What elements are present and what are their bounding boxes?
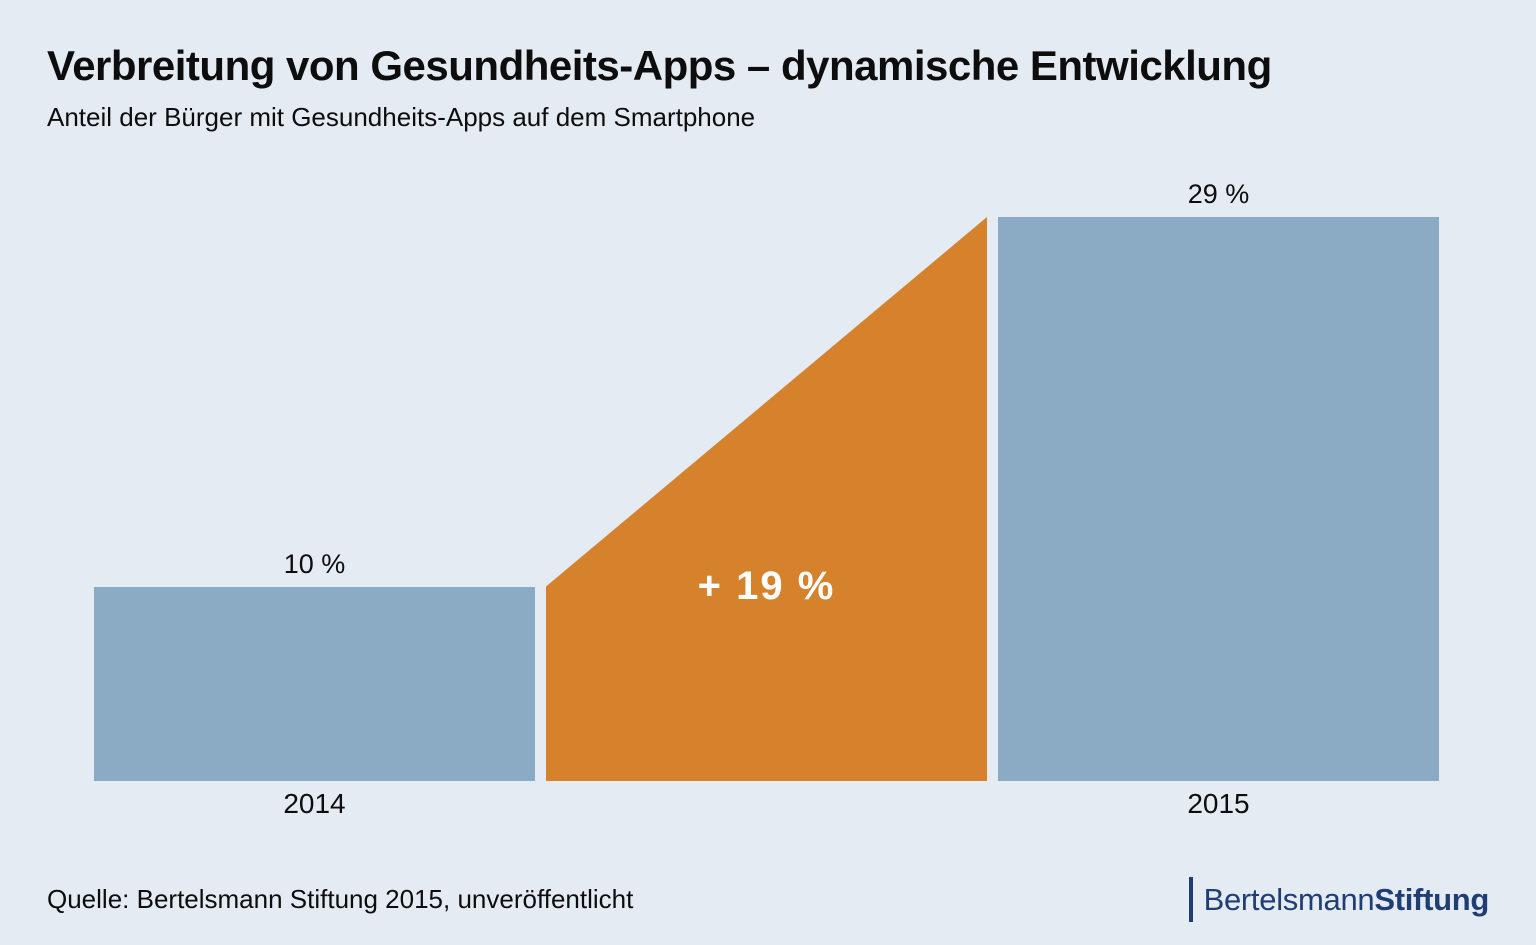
value-label-2015: 29 % [1187, 179, 1250, 209]
logo-name-bold: Stiftung [1374, 881, 1489, 917]
bar-2014 [94, 587, 535, 781]
logo-text: BertelsmannStiftung [1203, 881, 1490, 918]
category-label-2015: 2015 [1187, 788, 1250, 819]
page-title: Verbreitung von Gesundheits-Apps – dynam… [47, 42, 1272, 89]
logo-divider-bar-icon [1188, 877, 1193, 922]
delta-label: + 19 % [697, 564, 836, 608]
value-label-2014: 10 % [283, 549, 346, 579]
bar-2015 [998, 217, 1439, 781]
bertelsmann-stiftung-logo: BertelsmannStiftung [1188, 877, 1490, 922]
page-subtitle: Anteil der Bürger mit Gesundheits-Apps a… [47, 102, 756, 132]
bar-column-2015: 29 % [998, 179, 1439, 781]
source-note: Quelle: Bertelsmann Stiftung 2015, unver… [47, 884, 634, 914]
category-label-2014: 2014 [283, 788, 346, 819]
logo-name-regular: Bertelsmann [1203, 881, 1375, 917]
growth-connector: + 19 % [546, 217, 987, 781]
bar-column-2014: 10 % [94, 549, 535, 781]
